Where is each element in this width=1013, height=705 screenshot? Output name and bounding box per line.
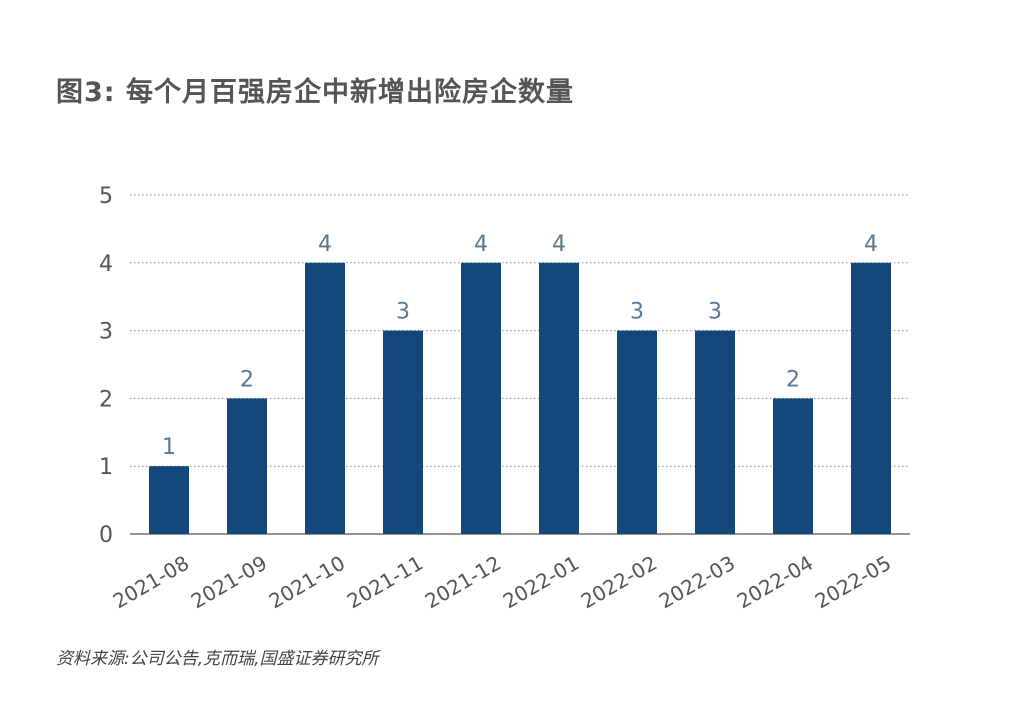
x-tick-label: 2022-03 <box>655 551 739 614</box>
y-axis-ticks: 0 1 2 3 4 5 <box>99 184 113 548</box>
x-tick-label: 2021-09 <box>187 551 271 614</box>
bar <box>617 330 657 534</box>
bar <box>305 262 345 534</box>
data-label: 3 <box>396 300 410 325</box>
bar <box>695 330 735 534</box>
bar <box>773 398 813 534</box>
x-tick-label: 2021-10 <box>265 551 349 614</box>
x-tick-label: 2022-01 <box>499 551 583 614</box>
bars <box>149 262 891 534</box>
data-label: 4 <box>552 232 566 257</box>
source-note: 资料来源:公司公告,克而瑞,国盛证券研究所 <box>56 649 379 669</box>
data-label: 3 <box>708 300 722 325</box>
data-labels: 1 2 4 3 4 4 3 3 2 4 <box>162 232 878 460</box>
bar <box>383 330 423 534</box>
data-label: 4 <box>864 232 878 257</box>
data-label: 3 <box>630 300 644 325</box>
x-tick-label: 2022-05 <box>811 551 895 614</box>
y-tick-label: 3 <box>99 320 113 345</box>
bar <box>149 466 189 534</box>
y-tick-label: 2 <box>99 387 113 412</box>
data-label: 4 <box>318 232 332 257</box>
y-tick-label: 5 <box>99 184 113 209</box>
bar <box>461 262 501 534</box>
x-tick-label: 2022-02 <box>577 551 661 614</box>
x-tick-label: 2021-08 <box>109 551 193 614</box>
y-tick-label: 4 <box>99 252 113 277</box>
data-label: 2 <box>240 367 254 392</box>
data-label: 4 <box>474 232 488 257</box>
bar <box>851 262 891 534</box>
bar <box>227 398 267 534</box>
y-tick-label: 1 <box>99 455 113 480</box>
data-label: 1 <box>162 435 176 460</box>
x-axis-ticks: 2021-082021-092021-102021-112021-122022-… <box>109 551 895 614</box>
x-tick-label: 2022-04 <box>733 551 817 614</box>
x-tick-label: 2021-11 <box>343 551 427 614</box>
data-label: 2 <box>786 367 800 392</box>
bar <box>539 262 579 534</box>
y-tick-label: 0 <box>99 523 113 548</box>
chart-title: 图3: 每个月百强房企中新增出险房企数量 <box>56 77 574 108</box>
x-tick-label: 2021-12 <box>421 551 505 614</box>
